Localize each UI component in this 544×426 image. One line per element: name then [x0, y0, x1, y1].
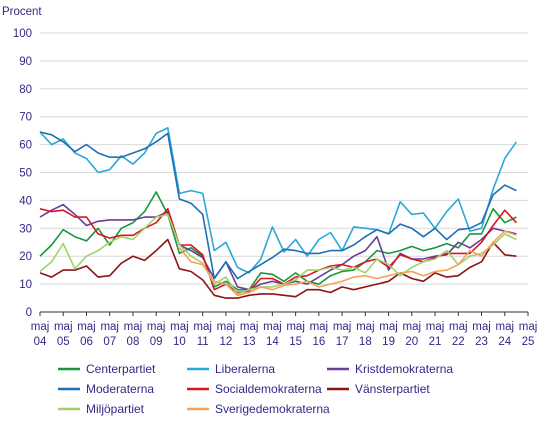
series-line: [39, 213, 517, 295]
y-tick-label: 0: [26, 307, 32, 319]
y-tick-label: 100: [13, 28, 32, 40]
x-tick-label-top: maj: [495, 321, 514, 333]
x-tick-label: 10: [173, 336, 186, 348]
x-tick-label: 04: [34, 336, 47, 348]
y-tick-label: 70: [19, 112, 32, 124]
legend: Centerpartiet Liberalerna Kristdemokratern…: [58, 362, 453, 416]
series-line: [39, 203, 517, 291]
legend-item: Vänsterpartiet: [327, 382, 430, 396]
x-tick-label: 23: [475, 336, 488, 348]
y-tick-label: 30: [19, 223, 32, 235]
x-tick-label-top: maj: [217, 321, 236, 333]
series-line: [39, 191, 517, 291]
grid: [40, 32, 528, 313]
x-tick-label-top: maj: [193, 321, 212, 333]
legend-label: Kristdemokraterna: [355, 362, 453, 376]
x-tick-label: 08: [127, 336, 140, 348]
y-tick-label: 80: [19, 84, 32, 96]
x-tick-label-top: maj: [403, 321, 422, 333]
legend-label: Miljöpartiet: [86, 402, 145, 416]
x-tick-label: 22: [452, 336, 465, 348]
series-line: [39, 238, 517, 299]
x-tick-label: 05: [57, 336, 70, 348]
legend-item: Liberalerna: [187, 362, 275, 376]
x-tick-label: 16: [312, 336, 325, 348]
x-tick-label-top: maj: [310, 321, 329, 333]
y-tick-label: 40: [19, 195, 32, 207]
x-tick-label: 18: [359, 336, 372, 348]
x-tick-label-top: maj: [124, 321, 143, 333]
y-axis-ticks: 0 10 20 30 40 50 60 70 80 90 100: [13, 28, 32, 319]
legend-item: Miljöpartiet: [58, 402, 145, 416]
x-tick-label: 11: [197, 336, 209, 348]
x-tick-label: 06: [80, 336, 93, 348]
y-axis-label: Procent: [2, 6, 42, 18]
y-tick-label: 10: [19, 279, 32, 291]
legend-item: Centerpartiet: [58, 362, 156, 376]
legend-label: Moderaterna: [86, 382, 154, 396]
series-line: [39, 127, 518, 274]
x-tick-label-top: maj: [240, 321, 259, 333]
x-tick-label: 09: [150, 336, 163, 348]
x-tick-label: 15: [289, 336, 302, 348]
legend-label: Socialdemokraterna: [215, 382, 322, 396]
x-tick-label: 13: [243, 336, 256, 348]
x-tick-label: 12: [220, 336, 233, 348]
series-line: [39, 208, 517, 294]
x-tick-label-top: maj: [170, 321, 189, 333]
x-tick-label: 07: [103, 336, 116, 348]
x-tick-label-top: maj: [100, 321, 119, 333]
legend-item: Socialdemokraterna: [187, 382, 322, 396]
x-tick-label: 14: [266, 336, 279, 348]
x-tick-label: 24: [498, 336, 511, 348]
x-tick-label-top: maj: [77, 321, 96, 333]
legend-item: Sverigedemokraterna: [187, 402, 330, 416]
x-tick-label-top: maj: [519, 321, 538, 333]
x-tick-label: 20: [405, 336, 418, 348]
series-line: [39, 131, 517, 280]
y-tick-label: 90: [19, 56, 32, 68]
legend-label: Vänsterpartiet: [355, 382, 430, 396]
y-tick-label: 50: [19, 168, 32, 180]
series-line: [178, 230, 517, 297]
y-tick-label: 60: [19, 140, 32, 152]
legend-label: Sverigedemokraterna: [215, 402, 330, 416]
x-tick-label-top: maj: [263, 321, 282, 333]
x-tick-label: 19: [382, 336, 395, 348]
x-tick-label-top: maj: [333, 321, 352, 333]
legend-item: Kristdemokraterna: [327, 362, 453, 376]
x-tick-label: 21: [429, 336, 442, 348]
x-tick-label: 25: [522, 336, 535, 348]
legend-item: Moderaterna: [58, 382, 154, 396]
x-tick-label-top: maj: [449, 321, 468, 333]
x-tick-label-top: maj: [426, 321, 445, 333]
x-tick-label-top: maj: [379, 321, 398, 333]
x-tick-label: 17: [336, 336, 349, 348]
legend-label: Liberalerna: [215, 362, 275, 376]
x-tick-label-top: maj: [54, 321, 73, 333]
x-tick-label-top: maj: [356, 321, 375, 333]
y-tick-label: 20: [19, 251, 32, 263]
x-tick-label-top: maj: [147, 321, 166, 333]
x-axis-ticks: maj 04 maj 05 maj 06 maj 07 maj 08 maj 09 maj 10 maj 11…: [31, 312, 538, 348]
legend-label: Centerpartiet: [86, 362, 156, 376]
x-tick-label-top: maj: [31, 321, 50, 333]
x-tick-label-top: maj: [472, 321, 491, 333]
x-tick-label-top: maj: [286, 321, 305, 333]
series-lines: [39, 127, 518, 299]
